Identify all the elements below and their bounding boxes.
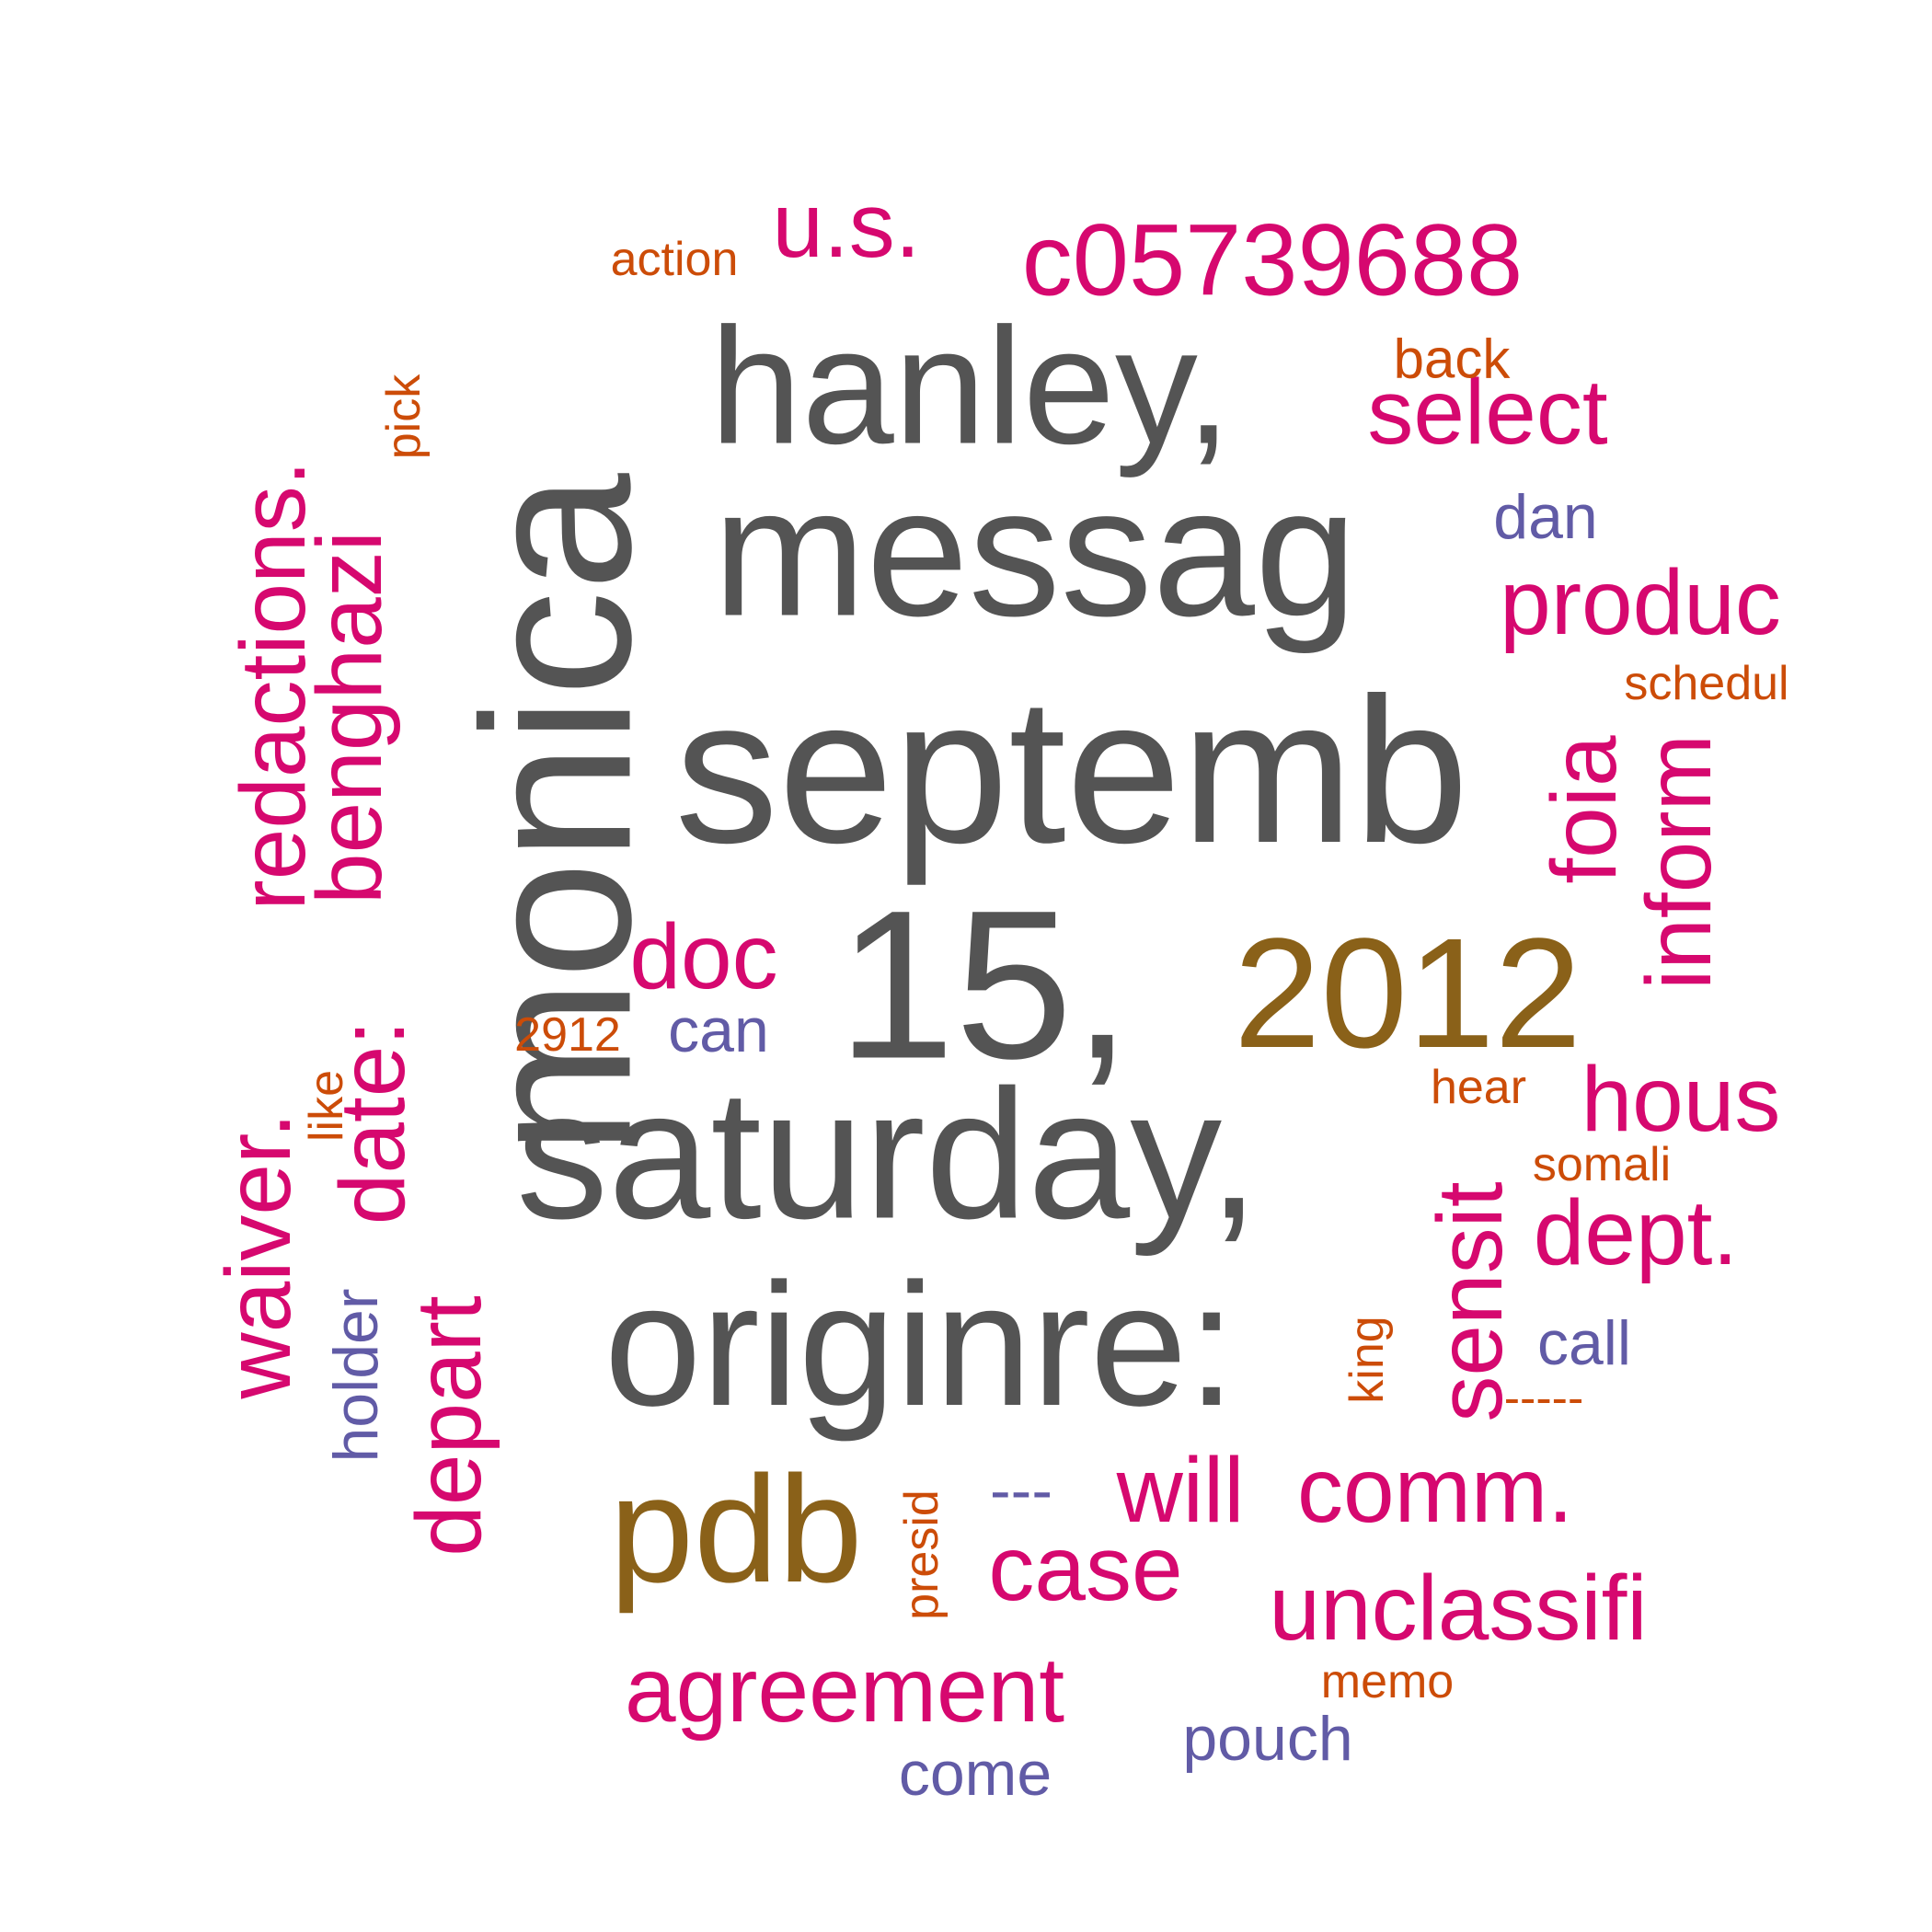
word-presid: presid [895,1489,949,1620]
word-king: king [1340,1316,1394,1403]
word-messag: messag [713,450,1357,655]
word-like: like [300,1070,353,1142]
word-: ----- [1504,1372,1584,1425]
word-holder: holder [321,1288,391,1462]
word-doc: doc [629,905,777,1008]
word-call: call [1537,1308,1631,1378]
word-pouch: pouch [1182,1704,1352,1774]
word-will: will [1116,1439,1245,1542]
word-2912: 2912 [514,1008,621,1062]
word-come: come [899,1739,1052,1809]
word-unclassifi: unclassifi [1269,1557,1647,1660]
word-15: 15, [837,867,1132,1103]
word-: --- [990,1455,1052,1525]
word-produc: produc [1500,551,1781,654]
word-2012: 2012 [1234,906,1581,1081]
word-can: can [668,995,769,1065]
word-pick: pick [377,374,431,459]
word-date: date: [321,1020,424,1225]
word-dept: dept. [1534,1181,1738,1284]
word-benghazi: benghazi [298,531,401,904]
word-foia: foia [1533,735,1636,884]
word-schedul: schedul [1624,657,1788,710]
word-somali: somali [1533,1138,1671,1191]
word-dan: dan [1493,482,1597,552]
word-agreement: agreement [625,1639,1064,1742]
word-select: select [1367,361,1607,464]
word-pdb: pdb [609,1444,862,1614]
word-u-s: u.s. [772,174,920,277]
word-c05739688: c05739688 [1022,204,1523,317]
word-waiver: waiver. [207,1112,310,1399]
word-memo: memo [1321,1655,1454,1708]
word-hous: hous [1581,1048,1781,1151]
word-originre: originre: [604,1248,1236,1443]
word-comm: comm. [1297,1439,1573,1542]
word-redactions: redactions. [222,460,325,910]
word-back: back [1394,328,1512,390]
word-inform: inform [1627,734,1731,990]
word-monica: monica [439,473,675,1156]
word-sensit: sensit [1419,1181,1522,1421]
word-hear: hear [1431,1061,1526,1114]
word-action: action [611,233,739,286]
word-hanley: hanley, [709,294,1231,479]
word-case: case [988,1517,1182,1620]
word-depart: depart [397,1295,500,1557]
word-septemb: septemb [675,654,1469,886]
word-saturday: saturday, [516,1052,1259,1258]
